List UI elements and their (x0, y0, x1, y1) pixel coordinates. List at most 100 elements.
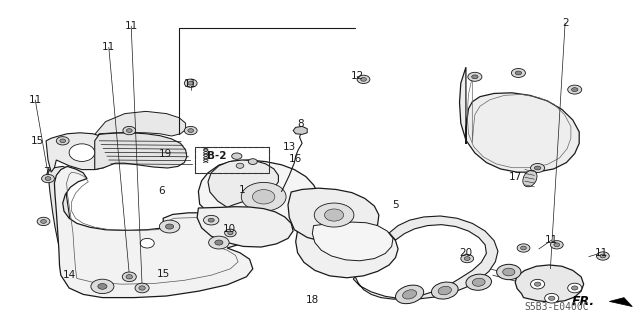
Ellipse shape (314, 203, 354, 227)
Ellipse shape (361, 77, 366, 81)
Ellipse shape (461, 254, 474, 263)
Ellipse shape (466, 274, 492, 290)
Ellipse shape (204, 215, 219, 225)
Text: 1: 1 (239, 185, 245, 196)
Polygon shape (197, 207, 293, 247)
Text: 5: 5 (392, 200, 399, 210)
Text: 11: 11 (595, 248, 608, 258)
Polygon shape (312, 222, 393, 261)
Ellipse shape (531, 279, 545, 289)
Ellipse shape (135, 283, 149, 293)
Text: 11: 11 (125, 21, 138, 31)
Polygon shape (208, 160, 278, 207)
Ellipse shape (600, 254, 605, 258)
Ellipse shape (140, 238, 154, 248)
Ellipse shape (472, 278, 485, 286)
Ellipse shape (236, 163, 244, 168)
Text: 10: 10 (223, 224, 236, 234)
Ellipse shape (248, 159, 257, 164)
Ellipse shape (184, 126, 197, 135)
Polygon shape (288, 188, 379, 243)
Ellipse shape (166, 224, 173, 229)
Polygon shape (95, 111, 186, 141)
Ellipse shape (215, 240, 223, 245)
Ellipse shape (545, 293, 559, 303)
Text: 11: 11 (29, 95, 42, 105)
Ellipse shape (431, 282, 458, 299)
Text: 11: 11 (102, 42, 115, 52)
Polygon shape (198, 160, 319, 234)
Ellipse shape (37, 217, 50, 226)
Polygon shape (515, 265, 584, 302)
Ellipse shape (554, 243, 559, 247)
Ellipse shape (127, 129, 132, 132)
Text: 15: 15 (157, 269, 170, 279)
Ellipse shape (568, 85, 582, 94)
Text: 11: 11 (545, 235, 558, 245)
Ellipse shape (324, 209, 344, 221)
Ellipse shape (139, 286, 145, 290)
Ellipse shape (122, 272, 136, 282)
Text: 8: 8 (298, 119, 304, 129)
Text: 2: 2 (562, 18, 568, 28)
Ellipse shape (531, 164, 545, 172)
Ellipse shape (472, 75, 478, 79)
Ellipse shape (548, 296, 555, 300)
Ellipse shape (468, 72, 482, 81)
Ellipse shape (159, 220, 180, 233)
Ellipse shape (123, 126, 136, 135)
Text: 16: 16 (289, 154, 302, 164)
Text: 19: 19 (159, 149, 172, 159)
Ellipse shape (184, 79, 197, 87)
Text: 14: 14 (63, 269, 76, 280)
Ellipse shape (209, 236, 229, 249)
Ellipse shape (550, 241, 563, 249)
Polygon shape (46, 133, 116, 172)
Ellipse shape (503, 268, 515, 276)
Ellipse shape (572, 88, 578, 92)
Ellipse shape (497, 264, 521, 280)
Ellipse shape (511, 68, 525, 77)
Ellipse shape (465, 257, 470, 260)
Ellipse shape (357, 75, 370, 84)
Text: 18: 18 (306, 295, 319, 305)
Text: 7: 7 (43, 167, 49, 177)
Text: 6: 6 (159, 186, 165, 196)
Text: B-2: B-2 (207, 151, 226, 161)
Ellipse shape (45, 177, 51, 180)
Polygon shape (54, 166, 253, 298)
Ellipse shape (188, 129, 193, 132)
Ellipse shape (572, 286, 578, 290)
Ellipse shape (126, 275, 132, 279)
Text: 17: 17 (509, 172, 522, 182)
Ellipse shape (396, 285, 424, 304)
Ellipse shape (225, 229, 236, 237)
Ellipse shape (98, 284, 107, 289)
Polygon shape (460, 67, 579, 172)
Ellipse shape (534, 166, 541, 170)
Ellipse shape (241, 182, 286, 211)
Ellipse shape (403, 290, 417, 299)
Ellipse shape (60, 139, 65, 143)
Ellipse shape (69, 144, 95, 161)
Ellipse shape (568, 283, 582, 293)
Ellipse shape (534, 282, 541, 286)
Ellipse shape (521, 246, 526, 250)
Ellipse shape (188, 81, 193, 85)
Ellipse shape (232, 153, 242, 159)
Polygon shape (296, 222, 398, 278)
Text: 20: 20 (460, 248, 472, 259)
Ellipse shape (253, 189, 275, 204)
Ellipse shape (56, 137, 69, 145)
Polygon shape (353, 216, 498, 299)
Text: 11: 11 (184, 79, 197, 89)
Text: FR.: FR. (572, 295, 595, 308)
Ellipse shape (42, 174, 54, 183)
Text: 15: 15 (31, 136, 44, 146)
Ellipse shape (596, 252, 609, 260)
Polygon shape (95, 133, 187, 170)
Ellipse shape (438, 286, 451, 295)
Text: 13: 13 (283, 141, 296, 152)
Text: S5B3-E0400C: S5B3-E0400C (525, 301, 589, 312)
Polygon shape (48, 166, 77, 282)
